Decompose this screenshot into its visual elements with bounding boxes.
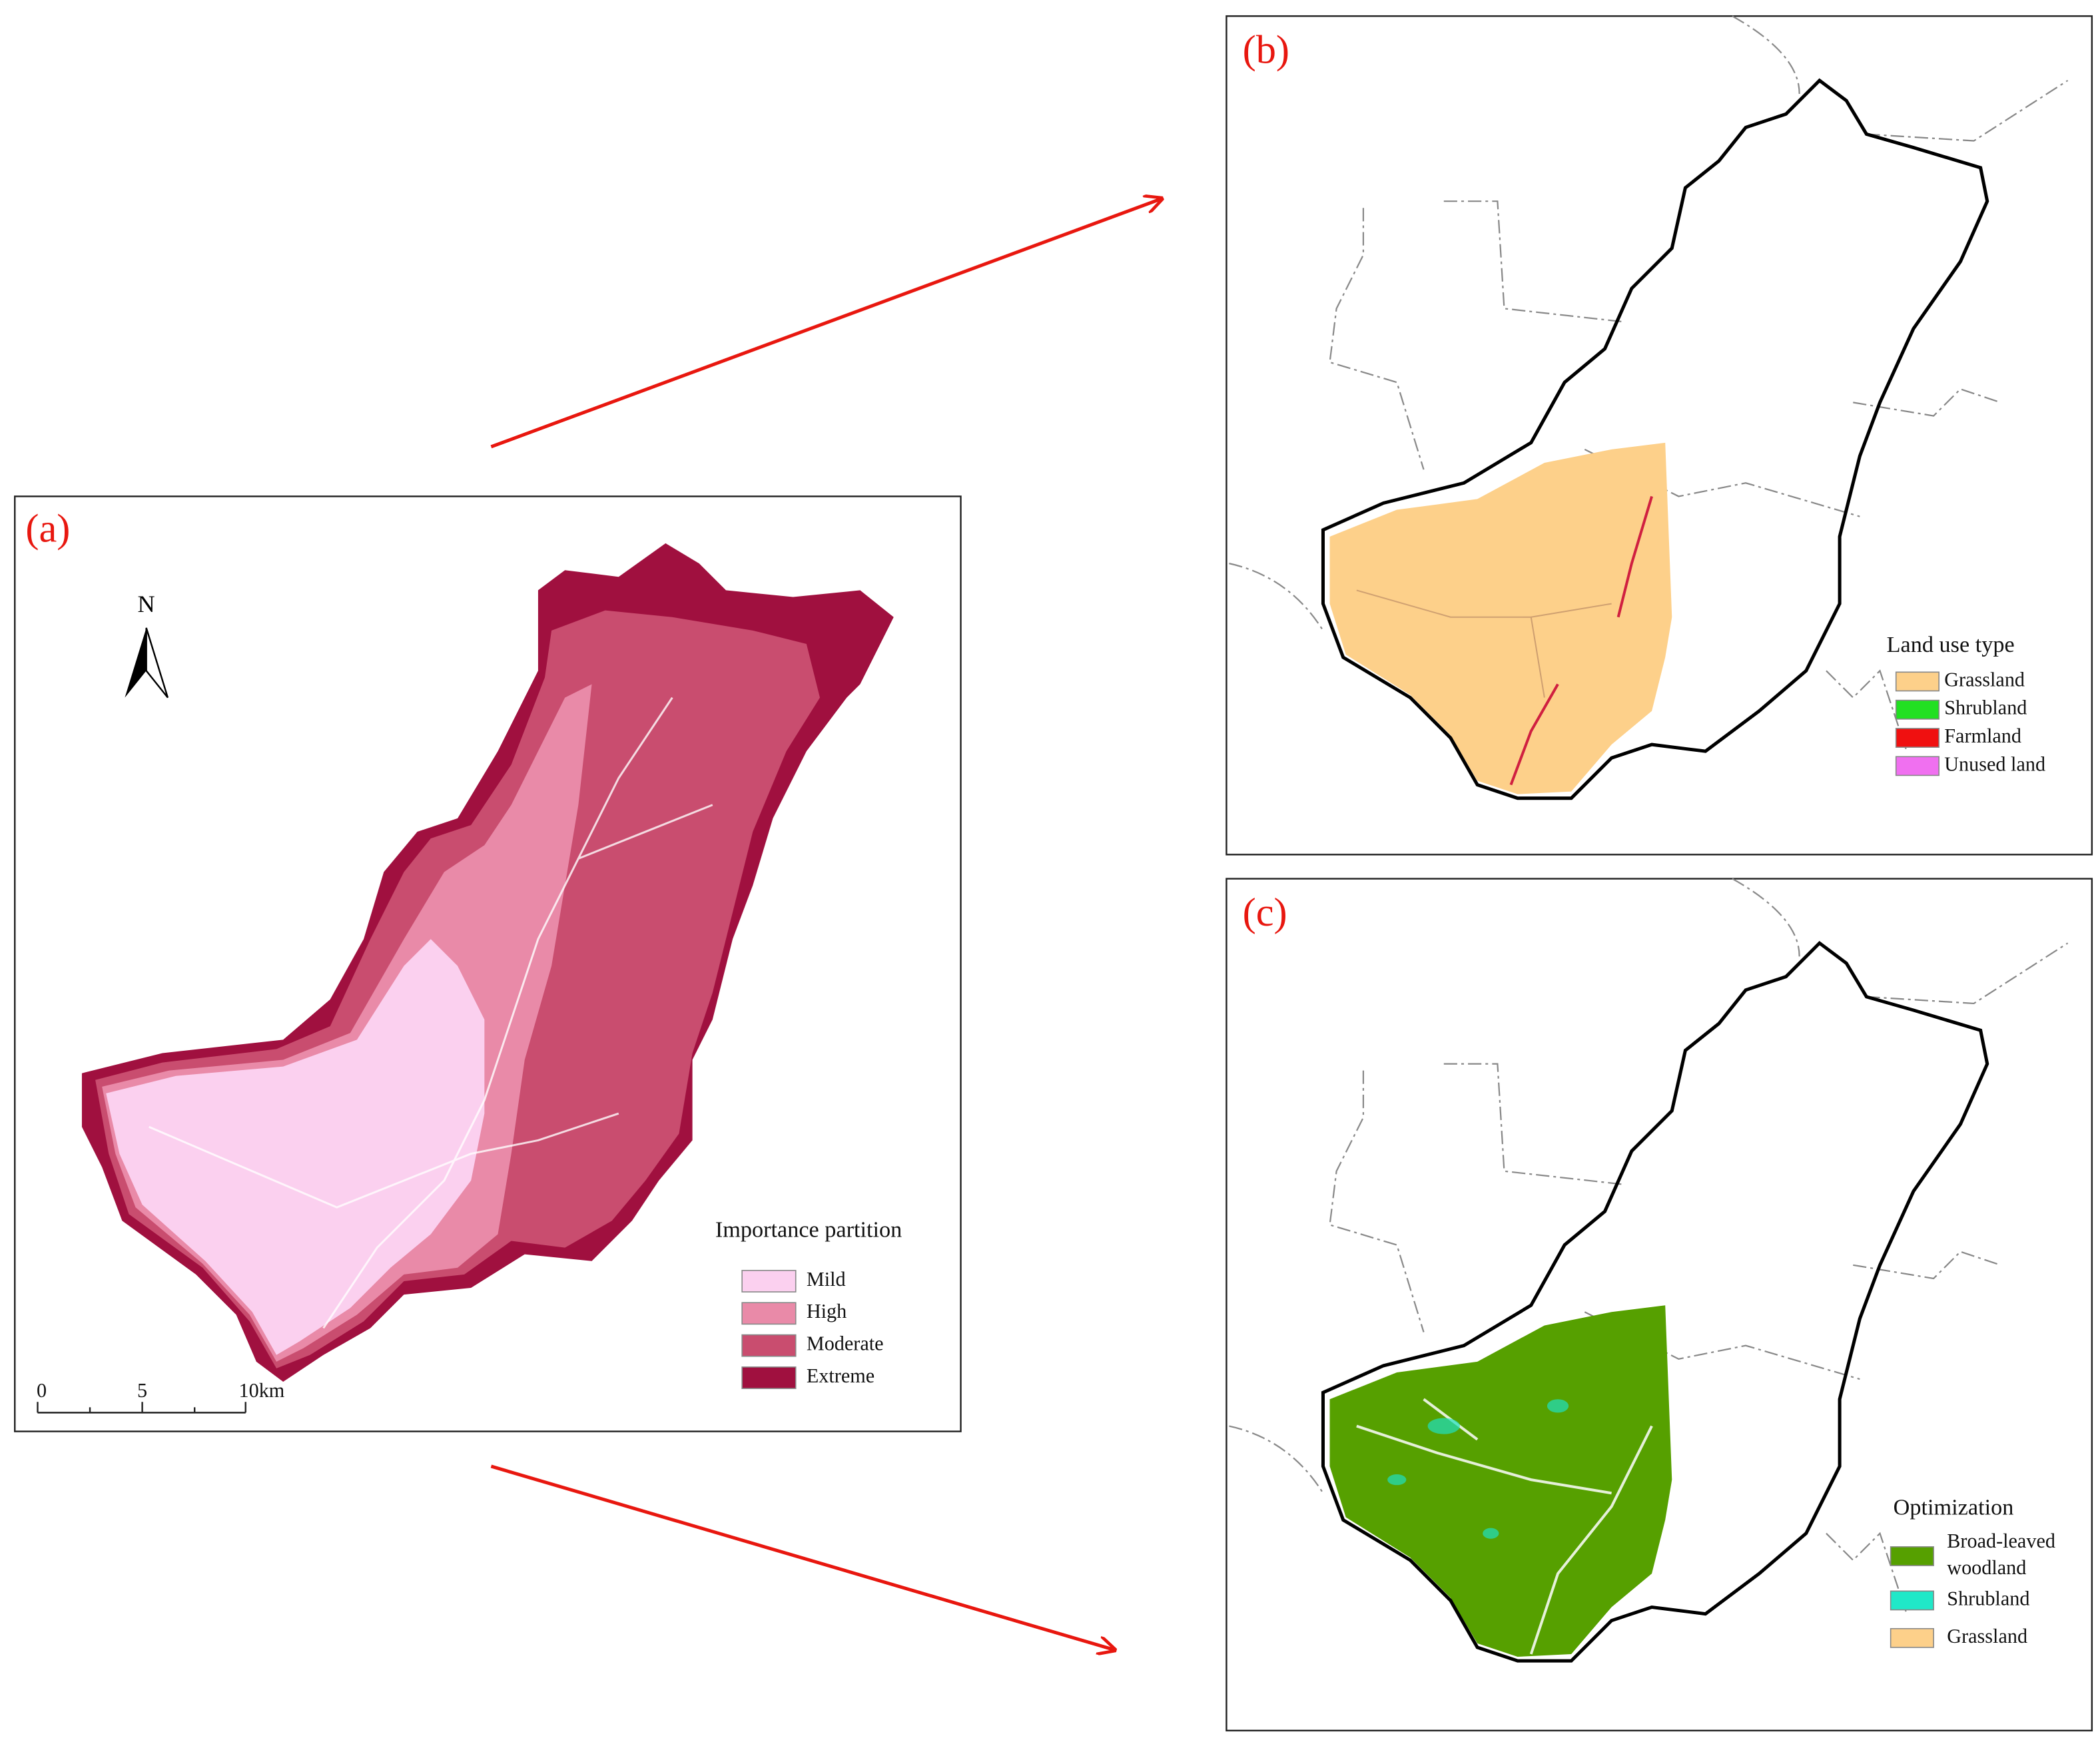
legend-swatch: [741, 1366, 797, 1389]
panel-label: (c): [1243, 890, 1287, 935]
panel-frame: [1225, 15, 2093, 856]
legend-title: Optimization: [1894, 1494, 2014, 1520]
legend-label: Broad-leaved woodland: [1947, 1530, 2055, 1579]
north-label: N: [138, 591, 155, 617]
arrow: [490, 198, 1162, 449]
panel-a: (a) N 0 5 10km: [14, 495, 962, 1432]
legend-label: Moderate: [807, 1332, 884, 1355]
legend-swatch: [1895, 756, 1939, 776]
panel-label: (a): [25, 507, 70, 551]
legend-swatch: [741, 1270, 797, 1293]
legend-label: High: [807, 1300, 847, 1322]
legend-label: Grassland: [1944, 668, 2025, 691]
north-arrow: [145, 627, 169, 699]
scale-label: 0: [37, 1379, 47, 1402]
legend-label: Mild: [807, 1268, 846, 1291]
legend-swatch: [1895, 671, 1939, 692]
panel-label: (b): [1243, 27, 1289, 72]
legend-swatch: [741, 1302, 797, 1325]
legend-label: Farmland: [1944, 725, 2021, 747]
legend-title: Importance partition: [715, 1217, 902, 1242]
legend-swatch: [1895, 699, 1939, 720]
legend-swatch: [741, 1334, 797, 1357]
north-arrow: [125, 627, 147, 698]
legend-swatch: [1890, 1590, 1934, 1611]
legend-swatch: [1890, 1627, 1934, 1648]
scale-bar: [37, 1402, 246, 1414]
scale-label: 5: [137, 1379, 147, 1402]
arrow: [490, 1464, 1115, 1650]
zone-mild: [106, 939, 485, 1355]
legend-label: Unused land: [1944, 752, 2045, 775]
legend-title: Land use type: [1887, 632, 2015, 657]
panel-c: (c): [1225, 878, 2093, 1732]
scale-label: 10km: [239, 1379, 285, 1402]
legend-swatch: [1890, 1546, 1934, 1566]
legend-label: Grassland: [1947, 1625, 2027, 1647]
legend-label: Extreme: [807, 1364, 875, 1387]
legend-swatch: [1895, 728, 1939, 748]
legend-label: Shrubland: [1944, 697, 2027, 719]
legend-label: Shrubland: [1947, 1587, 2029, 1609]
panel-b: (b): [1225, 15, 2093, 856]
